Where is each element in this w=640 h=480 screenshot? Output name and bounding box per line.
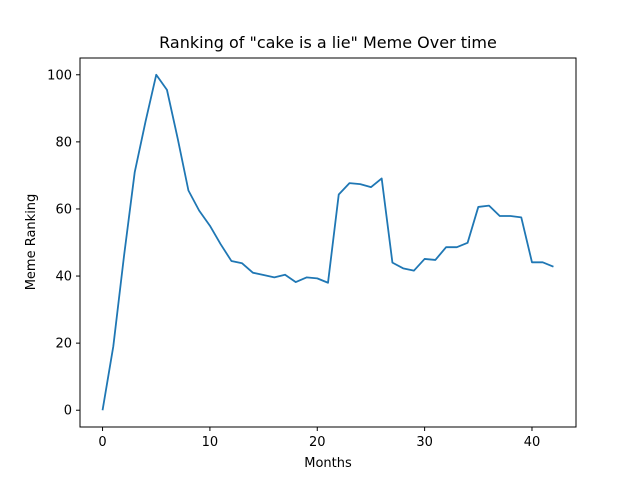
plot-area: [79, 57, 577, 428]
y-tick-label: 60: [55, 202, 72, 217]
y-tick-label: 0: [64, 404, 72, 419]
x-tick-label: 30: [416, 435, 433, 450]
x-tick-label: 20: [309, 435, 326, 450]
chart-title: Ranking of "cake is a lie" Meme Over tim…: [159, 33, 497, 52]
x-tick-label: 10: [202, 435, 219, 450]
x-tick-label: 40: [524, 435, 541, 450]
x-axis-ticks: 0 10 20 30 40: [98, 427, 540, 450]
x-axis-label: Months: [304, 456, 352, 471]
y-tick-label: 20: [55, 337, 72, 352]
x-tick-label: 0: [98, 435, 106, 450]
plot-frame: [79, 57, 577, 428]
y-tick-label: 100: [47, 68, 72, 83]
y-tick-label: 80: [55, 135, 72, 150]
y-axis-ticks: 0 20 40 60 80 100: [47, 68, 80, 419]
y-tick-label: 40: [55, 270, 72, 285]
y-axis-label: Meme Ranking: [24, 194, 39, 291]
series-line-0: [101, 73, 554, 411]
